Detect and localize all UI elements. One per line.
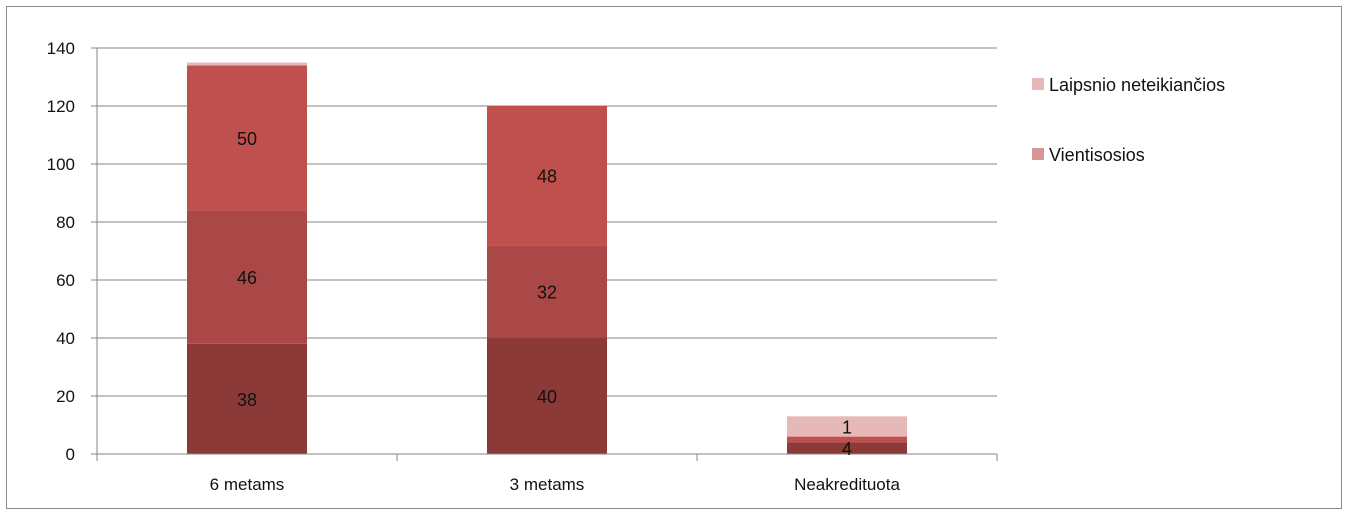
legend-swatch	[1032, 78, 1044, 90]
legend-swatch	[1032, 148, 1044, 160]
data-label: 1	[842, 417, 852, 437]
x-tick-label: Neakredituota	[794, 475, 900, 494]
bar-segment	[787, 442, 907, 454]
bar-segment	[787, 416, 907, 437]
data-label: 48	[537, 167, 557, 187]
y-tick-label: 140	[47, 39, 75, 58]
legend-label: Laipsnio neteikiančios	[1049, 75, 1225, 95]
bar-segment	[487, 245, 607, 338]
data-label: 46	[237, 268, 257, 288]
x-tick-label: 3 metams	[510, 475, 585, 494]
y-tick-label: 80	[56, 213, 75, 232]
y-tick-label: 20	[56, 387, 75, 406]
bar-segment	[487, 106, 607, 246]
y-tick-label: 0	[66, 445, 75, 464]
data-label: 40	[537, 387, 557, 407]
bar-series	[187, 62, 907, 454]
bar-segment	[487, 338, 607, 454]
y-tick-label: 120	[47, 97, 75, 116]
y-tick-label: 60	[56, 271, 75, 290]
bar-segment	[787, 436, 907, 443]
legend: Laipsnio neteikiančios Vientisosios	[1032, 75, 1225, 165]
data-label: 38	[237, 390, 257, 410]
bar-segment	[187, 343, 307, 454]
bar-segment	[187, 62, 307, 66]
data-label: 32	[537, 283, 557, 303]
data-labels: 38 46 50 40 32 48 41	[237, 129, 852, 459]
data-label: 4	[842, 439, 852, 459]
y-tick-label: 100	[47, 155, 75, 174]
legend-label: Vientisosios	[1049, 145, 1145, 165]
data-label: 50	[237, 129, 257, 149]
bar-segment	[187, 65, 307, 211]
x-tick-label: 6 metams	[210, 475, 285, 494]
y-tick-label: 40	[56, 329, 75, 348]
bar-segment	[187, 210, 307, 344]
